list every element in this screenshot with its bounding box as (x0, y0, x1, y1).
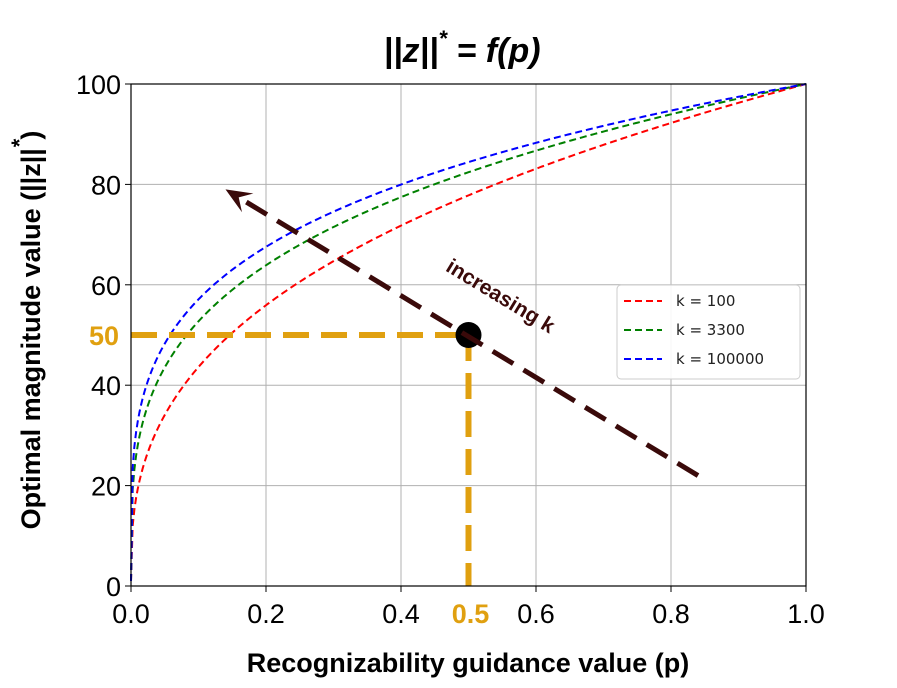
legend-box (616, 284, 801, 380)
series-line-k100000 (130, 83, 807, 581)
x-tick-label: 0.4 (382, 599, 420, 629)
x-tick-label: 1.0 (787, 599, 825, 629)
arrow-head (225, 189, 254, 213)
legend-label: k = 3300 (676, 321, 745, 339)
x-tick-label: 0.6 (517, 599, 555, 629)
highlight-x-label: 0.5 (452, 599, 490, 629)
highlight-y-label: 50 (89, 321, 119, 351)
y-axis-ticks: 0 20 40 60 80 100 50 (76, 70, 131, 602)
x-tick-label: 0.2 (247, 599, 285, 629)
y-tick-label: 80 (91, 170, 121, 200)
legend: k = 100 k = 3300 k = 100000 (616, 284, 801, 380)
chart-title: ||z||* = f(p) (383, 26, 540, 70)
highlight-layer (131, 322, 482, 586)
x-tick-label: 0.0 (112, 599, 150, 629)
series-line-k3300 (130, 83, 807, 581)
x-axis-ticks: 0.0 0.2 0.4 0.6 0.8 1.0 0.5 (112, 586, 825, 629)
y-tick-label: 60 (91, 271, 121, 301)
x-tick-label: 0.8 (652, 599, 690, 629)
y-tick-label: 20 (91, 472, 121, 502)
legend-label: k = 100000 (676, 350, 764, 368)
arrow-shaft (243, 198, 700, 478)
y-axis-label: Optimal magnitude value (||z||*) (7, 131, 46, 530)
y-tick-label: 0 (106, 572, 121, 602)
x-axis-label: Recognizability guidance value (p) (247, 648, 690, 678)
series-layer (130, 83, 807, 582)
legend-label: k = 100 (676, 292, 735, 310)
y-tick-label: 100 (76, 70, 121, 100)
y-tick-label: 40 (91, 371, 121, 401)
plot-frame (130, 83, 807, 587)
series-line-k100 (130, 83, 807, 582)
